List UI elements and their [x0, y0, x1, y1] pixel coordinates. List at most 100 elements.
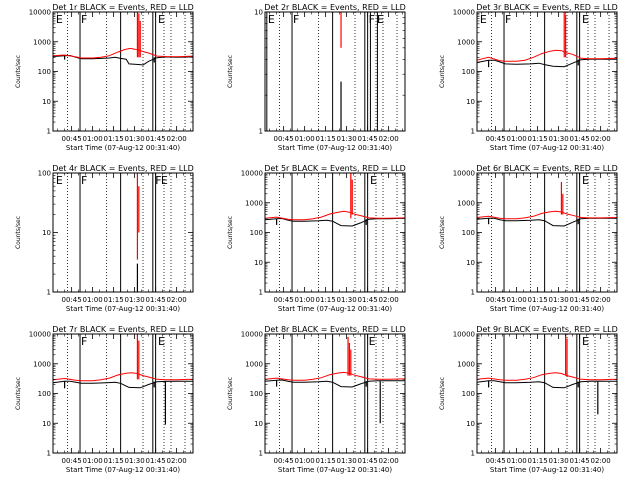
panel-7: Det 7r BLACK = Events, RED = LLD Counts/s…: [15, 325, 194, 474]
y-tick-label: 10: [42, 98, 51, 106]
x-axis-label: Start Time (07-Aug-12 00:31:40): [490, 466, 604, 474]
x-tick-label: 01:15: [316, 135, 336, 143]
y-axis-label: Counts/sec: [15, 216, 22, 249]
x-axis-label: Start Time (07-Aug-12 00:31:40): [66, 144, 180, 152]
lld-series-line: [476, 49, 618, 62]
y-tick-label: 1: [471, 289, 475, 297]
y-tick-label: 10000: [29, 9, 51, 17]
y-tick-label: 10: [466, 259, 475, 267]
event-marker-label: E: [158, 13, 165, 26]
events-series-line: [476, 58, 617, 68]
chart-title: Det 9r BLACK = Events, RED = LLD: [476, 325, 618, 334]
y-tick-label: 1000: [457, 360, 475, 368]
event-marker-label: E: [370, 174, 377, 187]
y-tick-label: 10: [254, 420, 263, 428]
y-tick-label: 1: [259, 128, 263, 136]
x-tick-label: 02:00: [591, 457, 611, 465]
lld-series-line: [476, 210, 618, 220]
chart-title: Det 6r BLACK = Events, RED = LLD: [476, 164, 618, 173]
event-marker-label: F: [81, 13, 87, 26]
x-axis-label: Start Time (07-Aug-12 00:31:40): [66, 305, 180, 313]
x-axis-label: Start Time (07-Aug-12 00:31:40): [278, 305, 392, 313]
chart-title: Det 2r BLACK = Events, RED = LLD: [264, 3, 406, 12]
y-tick-label: 1000: [457, 199, 475, 207]
event-marker-label: E: [158, 335, 165, 348]
panel-1: Det 1r BLACK = Events, RED = LLD Counts/s…: [15, 3, 194, 152]
event-marker-label: E: [582, 174, 589, 187]
x-tick-label: 01:15: [104, 296, 124, 304]
event-marker-label: E: [56, 174, 63, 187]
plot-frame: [52, 333, 194, 454]
event-marker-label: F: [369, 13, 375, 26]
plot-frame: [476, 11, 618, 132]
x-tick-label: 01:00: [295, 135, 315, 143]
lld-series-line: [264, 371, 406, 381]
chart-title: Det 5r BLACK = Events, RED = LLD: [264, 164, 406, 173]
y-tick-label: 1: [47, 128, 51, 136]
y-tick-label: 1: [259, 289, 263, 297]
plot-frame: [264, 172, 406, 293]
y-tick-label: 100: [38, 390, 51, 398]
y-tick-label: 10: [466, 420, 475, 428]
plot-frame: [52, 11, 194, 132]
y-tick-label: 10: [254, 259, 263, 267]
x-tick-label: 01:00: [507, 135, 527, 143]
events-series-line: [476, 380, 617, 389]
event-marker-label: F: [81, 174, 87, 187]
y-tick-label: 100: [38, 170, 51, 178]
event-marker-label: E: [56, 13, 63, 26]
plot-frame: [264, 333, 406, 454]
event-marker-label: E: [582, 335, 589, 348]
lld-series-line: [476, 372, 618, 381]
event-marker-label: E: [480, 13, 487, 26]
x-tick-label: 01:00: [507, 296, 527, 304]
panel-2: Det 2r BLACK = Events, RED = LLD Counts/s…: [227, 3, 406, 152]
x-tick-label: 01:45: [570, 457, 590, 465]
x-tick-label: 00:45: [274, 457, 294, 465]
event-marker-label: E: [161, 174, 168, 187]
x-tick-label: 01:30: [337, 296, 357, 304]
x-tick-label: 01:00: [295, 457, 315, 465]
y-tick-label: 1000: [245, 199, 263, 207]
x-tick-label: 02:00: [591, 135, 611, 143]
y-tick-label: 10: [42, 229, 51, 237]
x-tick-label: 01:45: [570, 296, 590, 304]
x-tick-label: 01:00: [295, 296, 315, 304]
y-tick-label: 10: [42, 420, 51, 428]
x-tick-label: 00:45: [274, 296, 294, 304]
x-tick-label: 01:30: [125, 296, 145, 304]
y-tick-label: 10000: [453, 9, 475, 17]
y-tick-label: 10000: [453, 331, 475, 339]
y-tick-label: 100: [462, 390, 475, 398]
y-tick-label: 100: [462, 229, 475, 237]
x-tick-label: 01:45: [570, 135, 590, 143]
y-tick-label: 1: [259, 450, 263, 458]
event-marker-label: F: [81, 335, 87, 348]
y-tick-label: 10000: [241, 331, 263, 339]
panel-5: Det 5r BLACK = Events, RED = LLD Counts/s…: [227, 164, 406, 313]
x-tick-label: 01:45: [358, 296, 378, 304]
x-tick-label: 01:45: [358, 135, 378, 143]
x-tick-label: 01:30: [337, 135, 357, 143]
y-tick-label: 10: [254, 9, 263, 17]
event-marker-label: E: [268, 13, 275, 26]
x-tick-label: 01:15: [104, 457, 124, 465]
event-marker-label: F: [293, 13, 299, 26]
y-tick-label: 10000: [241, 170, 263, 178]
chart-title: Det 3r BLACK = Events, RED = LLD: [476, 3, 618, 12]
event-marker-label: F: [505, 13, 511, 26]
x-tick-label: 00:45: [62, 457, 82, 465]
x-tick-label: 01:15: [316, 296, 336, 304]
y-tick-label: 100: [462, 68, 475, 76]
panel-3: Det 3r BLACK = Events, RED = LLD Counts/s…: [439, 3, 618, 152]
x-tick-label: 01:30: [125, 135, 145, 143]
y-tick-label: 100: [250, 390, 263, 398]
y-tick-label: 1000: [33, 360, 51, 368]
y-tick-label: 1: [47, 289, 51, 297]
x-tick-label: 01:45: [146, 457, 166, 465]
plot-frame: [476, 172, 618, 293]
x-tick-label: 01:30: [549, 296, 569, 304]
x-tick-label: 01:00: [83, 457, 103, 465]
x-tick-label: 01:30: [549, 457, 569, 465]
x-tick-label: 01:30: [549, 135, 569, 143]
